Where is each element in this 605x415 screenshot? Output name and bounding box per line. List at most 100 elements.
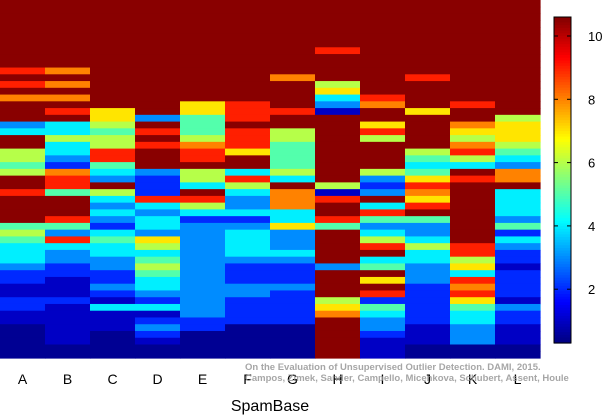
heatmap-cell [495, 344, 541, 352]
heatmap-cell [0, 114, 46, 123]
heatmap-cell [450, 94, 496, 102]
heatmap-cell [495, 283, 541, 292]
colorbar-segment [554, 220, 571, 225]
heatmap-cell [315, 81, 361, 89]
heatmap-cell [90, 330, 136, 339]
heatmap-cell [270, 141, 316, 150]
heatmap-cell [360, 74, 406, 82]
heatmap-cell [225, 263, 271, 271]
heatmap-cell [45, 155, 91, 163]
heatmap-cell [0, 182, 46, 190]
heatmap-cell [90, 209, 136, 217]
heatmap-cell [495, 67, 541, 75]
heatmap-cell [405, 182, 451, 190]
heatmap-cell [45, 128, 91, 136]
heatmap-cell [450, 101, 496, 109]
heatmap-cell [90, 128, 136, 136]
heatmap-cell [45, 222, 91, 231]
heatmap-cell [0, 155, 46, 163]
heatmap-cell [225, 283, 271, 292]
colorbar-segment [554, 182, 571, 187]
heatmap-cell [135, 101, 181, 109]
heatmap-cell [225, 54, 271, 62]
heatmap-cell [450, 209, 496, 217]
heatmap-cell [360, 114, 406, 123]
heatmap-cell [90, 162, 136, 170]
heatmap-cell [315, 175, 361, 183]
heatmap-cell [0, 236, 46, 244]
heatmap-cell [90, 303, 136, 312]
heatmap-cell [315, 162, 361, 170]
heatmap-cell [135, 74, 181, 82]
heatmap-cell [405, 317, 451, 325]
citation-line-1: On the Evaluation of Unsupervised Outlie… [245, 362, 541, 373]
heatmap-cell [180, 128, 226, 136]
colorbar-segment [554, 196, 571, 200]
heatmap-cell [315, 33, 361, 42]
heatmap-cell [360, 121, 406, 129]
colorbar-segment [554, 71, 571, 75]
heatmap-cell [225, 60, 271, 69]
heatmap-cell [135, 162, 181, 170]
colorbar-segment [554, 329, 571, 333]
heatmap-cell [360, 162, 406, 170]
heatmap-cell [180, 121, 226, 129]
heatmap-cell [45, 60, 91, 69]
heatmap-cell [90, 27, 136, 35]
heatmap-cell [495, 249, 541, 258]
colorbar-segment [554, 87, 571, 91]
colorbar-segment [554, 33, 571, 37]
colorbar-segment [554, 256, 571, 260]
heatmap-cell [90, 243, 136, 251]
heatmap-cell [225, 229, 271, 238]
colorbar-segment [554, 141, 571, 146]
colorbar-segment [554, 258, 571, 263]
heatmap-cell [360, 40, 406, 48]
heatmap-cell [315, 283, 361, 292]
heatmap-cell [45, 263, 91, 271]
heatmap-cell [450, 263, 496, 271]
heatmap-cell [0, 81, 46, 89]
colorbar-segment [554, 84, 571, 89]
heatmap-cell [495, 209, 541, 217]
colorbar-segment [554, 283, 571, 287]
heatmap-cell [315, 135, 361, 143]
heatmap-cell [225, 202, 271, 210]
heatmap-cell [225, 108, 271, 116]
heatmap-cell [0, 67, 46, 75]
heatmap-cell [180, 256, 226, 265]
heatmap-cell [90, 94, 136, 102]
heatmap-cell [180, 168, 226, 177]
heatmap-cell [180, 209, 226, 217]
heatmap-cell [360, 263, 406, 271]
heatmap-cell [135, 297, 181, 305]
heatmap-cell [495, 81, 541, 89]
heatmap-cell [90, 344, 136, 352]
colorbar-segment [554, 82, 571, 86]
heatmap-cell [270, 114, 316, 123]
colorbar-tick-label: 6 [588, 156, 595, 171]
heatmap-cell [0, 47, 46, 55]
heatmap-cell [90, 222, 136, 231]
heatmap-cell [90, 67, 136, 75]
heatmap-cell [0, 6, 46, 15]
heatmap-cell [360, 222, 406, 231]
heatmap-cell [360, 324, 406, 332]
colorbar-segment [554, 296, 571, 301]
colorbar-segment [554, 103, 571, 108]
heatmap-cell [495, 135, 541, 143]
heatmap-cell [0, 74, 46, 82]
heatmap-cell [450, 249, 496, 258]
heatmap-cell [495, 54, 541, 62]
heatmap-cell [45, 182, 91, 190]
heatmap-cell [135, 47, 181, 55]
heatmap-cell [495, 229, 541, 238]
heatmap-cell [180, 195, 226, 204]
heatmap-cell [45, 344, 91, 352]
heatmap-cell [90, 351, 136, 359]
colorbar-segment [554, 90, 571, 94]
heatmap-cell [0, 310, 46, 319]
heatmap-cell [0, 351, 46, 359]
heatmap-cell [405, 0, 451, 8]
heatmap-cell [45, 270, 91, 278]
